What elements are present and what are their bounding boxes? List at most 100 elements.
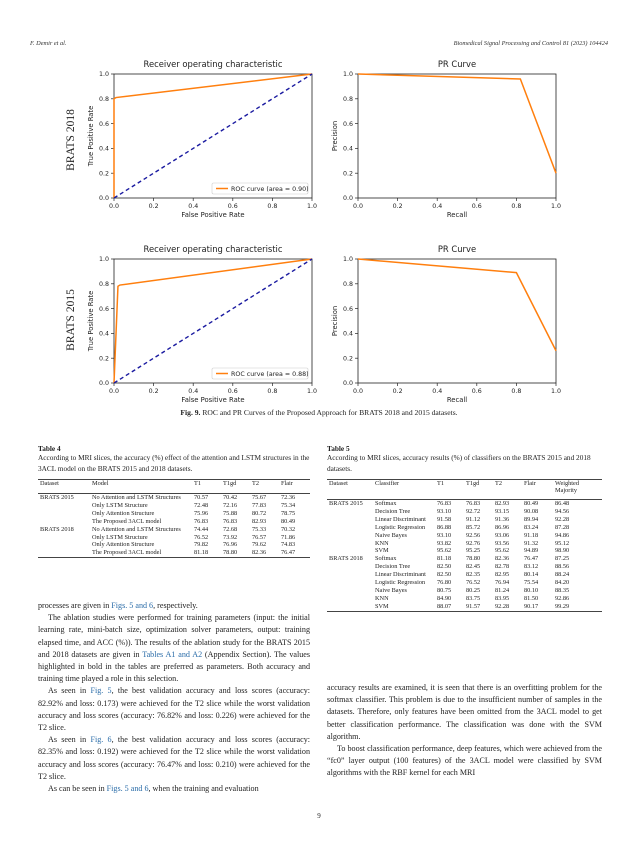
x-axis-label: False Positive Rate: [181, 396, 244, 404]
link-tables-a1-a2[interactable]: Tables A1 and A2: [142, 649, 203, 659]
legend-label: ROC curve (area = 0.88): [231, 371, 309, 378]
table-cell: 93.82: [437, 539, 452, 547]
table-cell: [327, 587, 373, 595]
table5: Dataset Classifier T1 T1gd T2 Flair Weighted M…: [327, 479, 602, 612]
chart-title: PR Curve: [438, 59, 476, 69]
table-cell: Decision Tree: [375, 507, 411, 515]
table-cell: 81.18: [437, 555, 452, 563]
table-cell: [38, 518, 90, 526]
table-row: The Proposed 3ACL model 81.18 78.80 82.36 76…: [38, 549, 310, 558]
table-cell: 72.68: [223, 525, 238, 533]
table-cell: 77.83: [252, 501, 267, 509]
x-tick-label: 0.6: [228, 203, 238, 210]
table-row: Decision Tree 93.10 92.72 93.15 90.08 94.56: [327, 508, 602, 516]
table-cell: 94.56: [555, 507, 570, 515]
x-axis-label: Recall: [447, 211, 467, 219]
x-tick-label: 1.0: [551, 203, 561, 210]
link-figs-5-6-b[interactable]: Figs. 5 and 6: [106, 784, 149, 794]
table-cell: 75.88: [223, 509, 238, 517]
para-3: As seen in Fig. 6, the best validation a…: [38, 735, 310, 781]
header-authors: F. Demir et al.: [30, 40, 67, 47]
link-figs-5-6[interactable]: Figs. 5 and 6: [111, 601, 154, 610]
x-axis-label: Recall: [447, 396, 467, 404]
table-cell: 75.67: [252, 494, 267, 501]
table-cell: 78.75: [281, 509, 296, 517]
table-row: Only LSTM Structure 76.52 73.92 76.57 71.86: [38, 534, 310, 542]
table-cell: 79.82: [194, 541, 209, 549]
table-cell: 81.18: [194, 549, 209, 557]
y-tick-label: 0.8: [343, 281, 353, 288]
table-cell: Softmax: [375, 555, 397, 563]
plot-frame: [113, 258, 313, 384]
table5-header-cell: Dataset: [329, 480, 348, 487]
y-tick-label: 0.4: [99, 331, 109, 338]
table-cell: 76.57: [252, 533, 267, 541]
x-tick-label: 1.0: [307, 203, 317, 210]
table-cell: 73.92: [223, 533, 238, 541]
table-cell: 93.10: [437, 531, 452, 539]
para-0: processes are given in Figs. 5 and 6, re…: [38, 601, 198, 610]
roc-chart-2015: Receiver operating characteristic 0.00.0 0…: [87, 244, 317, 404]
table-cell: [38, 502, 90, 510]
table-cell: 92.28: [495, 602, 510, 610]
roc-chart-2018: Receiver operating characteristic 0.00.0 0…: [87, 59, 317, 219]
table-cell: 88.35: [555, 586, 570, 594]
table-cell: [327, 563, 373, 571]
table-cell: BRATS 2018: [40, 525, 74, 533]
curve-line: [113, 73, 313, 198]
y-tick-label: 0.0: [99, 195, 109, 202]
x-tick-label: 0.4: [432, 388, 442, 395]
table-cell: SVM: [375, 547, 389, 555]
table-cell: [327, 540, 373, 548]
table-cell: No Attention and LSTM Structures: [92, 525, 181, 533]
table-cell: 82.50: [437, 563, 452, 571]
table-cell: 82.93: [495, 500, 510, 507]
table4-title: Table 4: [38, 444, 61, 453]
chart-title: Receiver operating characteristic: [144, 59, 283, 69]
table-cell: 80.25: [466, 586, 481, 594]
y-tick-label: 0.8: [343, 96, 353, 103]
table4-header-cell: Model: [92, 480, 109, 487]
curve-line: [357, 258, 557, 352]
table-cell: 76.47: [281, 549, 296, 557]
table-row: BRATS 2018 Softmax 81.18 78.80 82.36 76.47 87.…: [327, 555, 602, 563]
table-cell: 76.83: [466, 500, 481, 507]
table-cell: 92.72: [466, 507, 481, 515]
chart-title: PR Curve: [438, 244, 476, 254]
table-cell: 72.36: [281, 494, 296, 501]
table-cell: 87.28: [555, 523, 570, 531]
para-4: As can be seen in Figs. 5 and 6, when th…: [48, 784, 259, 794]
table5-title: Table 5: [327, 444, 350, 453]
table-cell: 83.24: [524, 523, 539, 531]
table-cell: 83.95: [495, 594, 510, 602]
table-cell: 91.12: [466, 515, 481, 523]
table-cell: 80.49: [281, 517, 296, 525]
table-cell: [327, 516, 373, 524]
y-tick-label: 0.4: [343, 146, 353, 153]
table-cell: 92.86: [555, 594, 570, 602]
table-row: Logistic Regression 86.88 85.72 86.96 83.24 8…: [327, 524, 602, 532]
table4-header-cell: Flair: [281, 480, 293, 487]
table-row: Decision Tree 82.50 82.45 82.78 83.12 88.56: [327, 563, 602, 571]
table-cell: 92.28: [555, 515, 570, 523]
link-fig-6[interactable]: Fig. 6: [90, 735, 112, 745]
link-fig-5[interactable]: Fig. 5: [90, 686, 112, 696]
y-tick-label: 1.0: [99, 71, 109, 78]
table5-header-cell: T1gd: [466, 480, 480, 487]
table-cell: 80.75: [437, 586, 452, 594]
table-cell: 92.56: [466, 531, 481, 539]
para-5: accuracy results are examined, it is see…: [327, 683, 602, 741]
table-row: Only LSTM Structure 72.48 72.16 77.83 75.34: [38, 502, 310, 510]
header-journal: Biomedical Signal Processing and Control…: [453, 40, 608, 47]
table-cell: 83.12: [524, 563, 539, 571]
y-tick-label: 0.2: [343, 355, 353, 362]
table-cell: 88.07: [437, 602, 452, 610]
table-cell: 84.90: [437, 594, 452, 602]
y-tick-label: 0.8: [99, 96, 109, 103]
table4: Dataset Model T1 T1gd T2 Flair BRATS 2015 No A…: [38, 479, 310, 558]
table5-header-cell: T2: [495, 480, 502, 487]
table-cell: [38, 549, 90, 557]
table-cell: 72.48: [194, 501, 209, 509]
x-tick-label: 0.0: [353, 203, 363, 210]
table-row: SVM 88.07 91.57 92.28 90.17 99.29: [327, 602, 602, 612]
